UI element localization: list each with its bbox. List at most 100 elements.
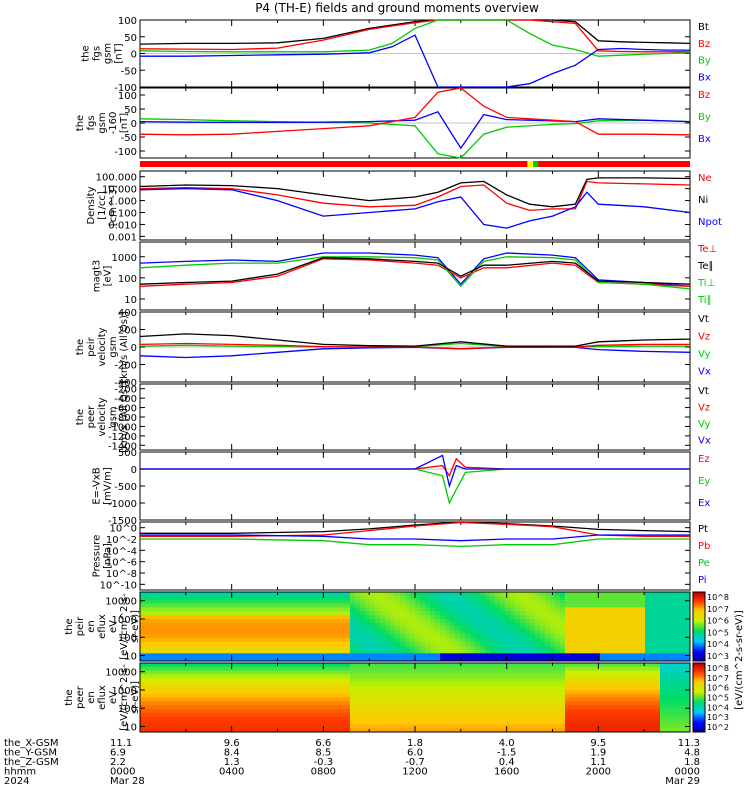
heatmap-cell: [630, 595, 636, 601]
heatmap-cell: [325, 603, 331, 608]
heatmap-cell: [590, 638, 596, 643]
heatmap-cell: [260, 595, 266, 601]
heatmap-cell: [660, 645, 666, 650]
heatmap-cell: [335, 611, 341, 616]
heatmap-cell: [420, 678, 426, 683]
heatmap-cell: [400, 595, 406, 601]
heatmap-cell: [215, 678, 221, 683]
heatmap-cell: [330, 595, 336, 601]
heatmap-cell: [265, 622, 271, 627]
heatmap-cell: [575, 674, 581, 679]
heatmap-cell: [465, 712, 471, 718]
heatmap-cell: [640, 701, 646, 706]
heatmap-cell: [445, 603, 451, 608]
heatmap-cell: [215, 622, 221, 627]
heatmap-cell: [465, 634, 471, 639]
y-axis-label-line: [eV/(cm^2-s-: [119, 664, 130, 731]
heatmap-cell: [225, 705, 231, 710]
heatmap-cell: [685, 705, 691, 710]
heatmap-cell: [140, 697, 146, 702]
heatmap-cell: [660, 674, 666, 679]
heatmap-cell: [350, 689, 356, 695]
heatmap-cell: [140, 701, 146, 706]
heatmap-cell: [455, 709, 461, 714]
heatmap-cell: [595, 670, 601, 675]
heatmap-cell: [405, 622, 411, 627]
heatmap-cell: [530, 716, 536, 721]
heatmap-cell: [225, 626, 231, 631]
heatmap-cell: [410, 701, 416, 706]
heatmap-cell: [275, 641, 281, 647]
heatmap-cell: [500, 709, 506, 714]
heatmap-cell: [490, 592, 496, 597]
heatmap-cell: [500, 686, 506, 691]
heatmap-cell: [185, 693, 191, 698]
heatmap-cell: [395, 618, 401, 624]
heatmap-cell: [355, 592, 361, 597]
heatmap-cell: [580, 630, 586, 635]
heatmap-cell: [335, 634, 341, 639]
heatmap-cell: [250, 592, 256, 597]
heatmap-cell: [540, 603, 546, 608]
heatmap-cell: [200, 645, 206, 650]
heatmap-cell: [235, 615, 241, 620]
heatmap-cell: [170, 618, 176, 624]
heatmap-cell: [685, 666, 691, 672]
heatmap-cell: [570, 701, 576, 706]
heatmap-cell: [305, 697, 311, 702]
heatmap-cell: [295, 611, 301, 616]
heatmap-cell: [650, 670, 656, 675]
heatmap-cell: [265, 670, 271, 675]
y-axis-label-line: velocity: [97, 327, 108, 366]
heatmap-cell: [285, 686, 291, 691]
heatmap-cell: [575, 603, 581, 608]
heatmap-cell: [360, 630, 366, 635]
heatmap-cell: [355, 634, 361, 639]
heatmap-cell: [195, 666, 201, 672]
heatmap-cell: [600, 716, 606, 721]
heatmap-cell: [580, 712, 586, 718]
heatmap-cell: [215, 611, 221, 616]
heatmap-cell: [545, 682, 551, 687]
colorbar-cell: [693, 596, 705, 600]
heatmap-cell: [350, 626, 356, 631]
y-axis-label-line: magt3: [92, 260, 103, 293]
heatmap-cell: [635, 712, 641, 718]
heatmap-cell: [315, 603, 321, 608]
heatmap-cell: [570, 693, 576, 698]
heatmap-cell: [330, 611, 336, 616]
heatmap-cell: [485, 592, 491, 597]
heatmap-cell: [165, 701, 171, 706]
heatmap-cell: [220, 615, 226, 620]
heatmap-cell: [605, 663, 611, 668]
heatmap-cell: [245, 712, 251, 718]
heatmap-cell: [395, 663, 401, 668]
heatmap-cell: [330, 674, 336, 679]
heatmap-cell: [595, 689, 601, 695]
colorbar-label: 10^4: [707, 703, 729, 712]
heatmap-cell: [180, 674, 186, 679]
heatmap-cell: [205, 611, 211, 616]
heatmap-cell: [590, 712, 596, 718]
heatmap-cell: [175, 663, 181, 668]
heatmap-cell: [290, 712, 296, 718]
heatmap-cell: [155, 716, 161, 721]
heatmap-cell: [510, 638, 516, 643]
heatmap-cell: [575, 701, 581, 706]
heatmap-cell: [460, 630, 466, 635]
heatmap-cell: [315, 622, 321, 627]
heatmap-cell: [660, 630, 666, 635]
heatmap-cell: [365, 649, 371, 654]
heatmap-cell: [630, 618, 636, 624]
heatmap-cell: [670, 630, 676, 635]
heatmap-cell: [595, 705, 601, 710]
heatmap-cell: [675, 626, 681, 631]
heatmap-cell: [420, 595, 426, 601]
heatmap-cell: [575, 712, 581, 718]
heatmap-cell: [375, 634, 381, 639]
heatmap-cell: [430, 712, 436, 718]
heatmap-cell: [405, 611, 411, 616]
heatmap-cell: [465, 693, 471, 698]
heatmap-cell: [640, 666, 646, 672]
